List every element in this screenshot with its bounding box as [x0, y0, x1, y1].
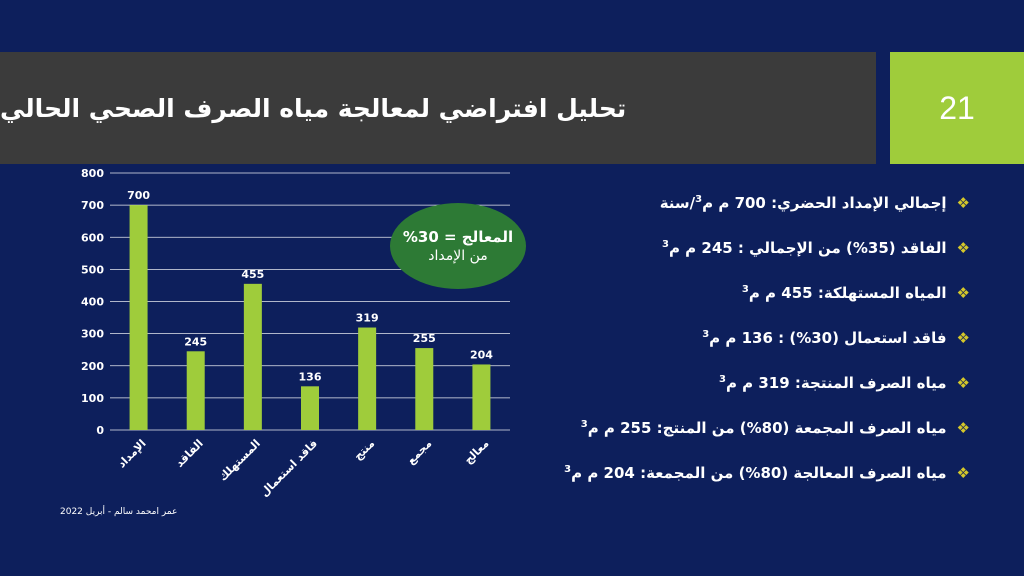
y-tick-label: 100 — [81, 392, 104, 405]
bullet-item: ❖ فاقد استعمال (30%) : 136 م م3 — [520, 315, 970, 360]
data-label: 204 — [470, 348, 493, 361]
data-label: 700 — [127, 189, 150, 202]
footer-credit: عمر امحمد سالم - أبريل 2022 — [60, 507, 178, 517]
y-tick-label: 200 — [81, 360, 104, 373]
data-label: 136 — [299, 370, 322, 383]
bullet-item: ❖ مياه الصرف المنتجة: 319 م م3 — [520, 360, 970, 405]
bullet-superscript: 3 — [661, 238, 669, 250]
y-tick-label: 600 — [81, 231, 104, 244]
x-tick-label: معالج — [462, 437, 492, 467]
slide-title: تحليل افتراضي لمعالجة مياه الصرف الصحي ا… — [0, 93, 627, 123]
bullet-item: ❖ مياه الصرف المعالجة (80%) من المجمعة: 2… — [520, 450, 970, 495]
y-tick-label: 400 — [81, 296, 104, 309]
bar — [243, 283, 262, 430]
data-label: 455 — [241, 268, 264, 281]
slide-number-box: 21 — [890, 52, 1024, 164]
y-tick-label: 300 — [81, 328, 104, 341]
data-label: 255 — [413, 332, 436, 345]
bar — [472, 364, 491, 430]
x-tick-label: الإمداد — [115, 437, 149, 471]
bullet-item: ❖ إجمالي الإمداد الحضري: 700 م م3/سنة — [520, 180, 970, 225]
bullet-text: المياه المستهلكة: 455 م م3 — [742, 284, 947, 302]
callout-line-1: المعالج = 30% — [402, 228, 514, 246]
bullet-superscript: 3 — [718, 373, 726, 385]
y-tick-label: 0 — [96, 424, 104, 437]
bullet-text: فاقد استعمال (30%) : 136 م م3 — [702, 329, 946, 347]
bar — [186, 351, 205, 430]
bullet-text-main: مياه الصرف المجمعة (80%) من المنتج: 255 … — [587, 418, 947, 437]
x-tick-label: الفاقد — [173, 437, 206, 470]
bullet-text: إجمالي الإمداد الحضري: 700 م م3/سنة — [660, 194, 947, 212]
x-tick-label: المستهلك — [216, 437, 263, 484]
bullet-item: ❖ المياه المستهلكة: 455 م م3 — [520, 270, 970, 315]
four-diamond-bullet-icon: ❖ — [956, 373, 970, 392]
bullet-superscript: 3 — [695, 193, 703, 205]
bullet-list: ❖ إجمالي الإمداد الحضري: 700 م م3/سنة ❖ الف… — [520, 180, 970, 495]
y-tick-label: 700 — [81, 199, 104, 212]
x-tick-label: فاقد استعمال — [258, 437, 320, 499]
bullet-superscript: 3 — [741, 283, 749, 295]
x-tick-label: مجمع — [404, 437, 434, 467]
four-diamond-bullet-icon: ❖ — [956, 238, 970, 257]
bullet-text: مياه الصرف المعالجة (80%) من المجمعة: 20… — [564, 464, 946, 482]
bullet-superscript: 3 — [702, 328, 710, 340]
bar — [358, 327, 377, 430]
four-diamond-bullet-icon: ❖ — [956, 328, 970, 347]
bullet-text-main: فاقد استعمال (30%) : 136 م م — [709, 328, 947, 347]
bar-chart: 0 100 200 300 400 500 600 700 800 700 الإمداد 245 ال… — [81, 167, 510, 499]
bar — [301, 386, 319, 430]
slide-number: 21 — [939, 89, 975, 126]
bullet-text: الفاقد (35%) من الإجمالي : 245 م م3 — [662, 239, 947, 257]
four-diamond-bullet-icon: ❖ — [956, 418, 970, 437]
bullet-text-main: مياه الصرف المنتجة: 319 م م — [725, 373, 947, 392]
data-label: 319 — [356, 312, 379, 325]
data-label: 245 — [184, 335, 207, 348]
bullet-text-main: المياه المستهلكة: 455 م م — [748, 283, 947, 302]
bullet-text-main: إجمالي الإمداد الحضري: 700 م م — [702, 193, 947, 212]
four-diamond-bullet-icon: ❖ — [956, 283, 970, 302]
treated-ratio-callout: المعالج = 30% من الإمداد — [390, 203, 526, 289]
title-bar: تحليل افتراضي لمعالجة مياه الصرف الصحي ا… — [0, 52, 876, 164]
callout-line-2: من الإمداد — [428, 248, 488, 264]
bullet-superscript: 3 — [580, 418, 588, 430]
y-tick-label: 800 — [81, 167, 104, 180]
bullet-superscript: 3 — [564, 463, 572, 475]
x-tick-label: منتج — [351, 437, 377, 463]
bullet-item: ❖ مياه الصرف المجمعة (80%) من المنتج: 255… — [520, 405, 970, 450]
bar — [129, 205, 148, 430]
y-tick-label: 500 — [81, 263, 104, 276]
four-diamond-bullet-icon: ❖ — [956, 193, 970, 212]
bullet-item: ❖ الفاقد (35%) من الإجمالي : 245 م م3 — [520, 225, 970, 270]
bullet-text-main: الفاقد (35%) من الإجمالي : 245 م م — [668, 238, 947, 257]
four-diamond-bullet-icon: ❖ — [956, 463, 970, 482]
bar — [415, 348, 434, 430]
bullet-text-suffix: /سنة — [659, 193, 696, 212]
bullet-text-main: مياه الصرف المعالجة (80%) من المجمعة: 20… — [571, 463, 947, 482]
bullet-text: مياه الصرف المنتجة: 319 م م3 — [719, 374, 947, 392]
bullet-text: مياه الصرف المجمعة (80%) من المنتج: 255 … — [581, 419, 947, 437]
